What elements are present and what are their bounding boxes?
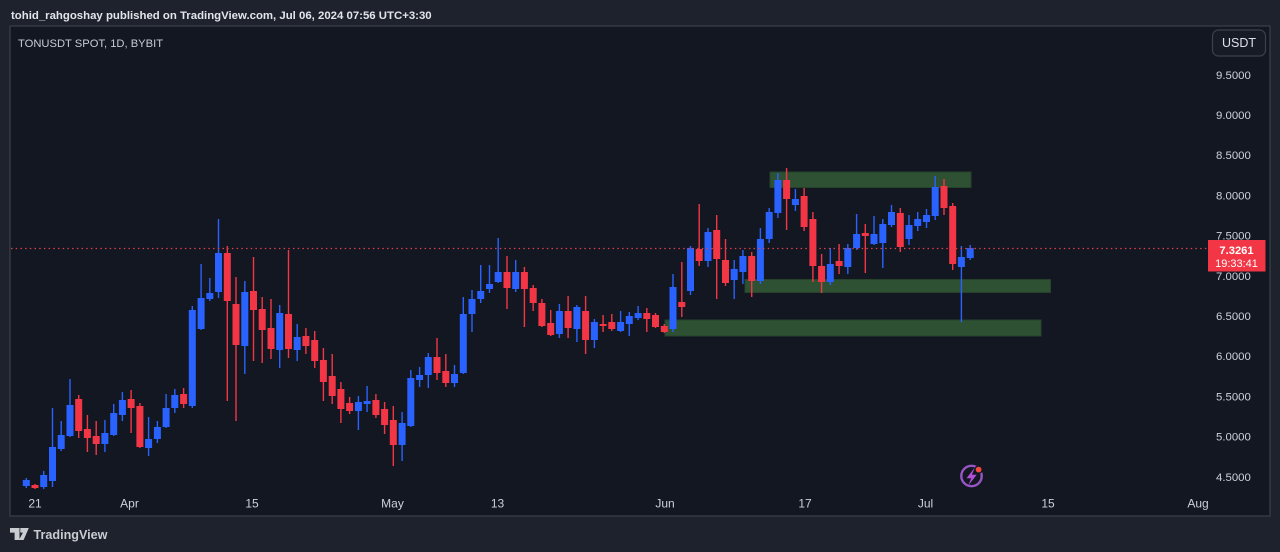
svg-text:7.5000: 7.5000 — [1216, 231, 1251, 243]
svg-text:TradingView: TradingView — [34, 528, 108, 542]
svg-text:Aug: Aug — [1187, 497, 1208, 511]
svg-text:6.5000: 6.5000 — [1216, 311, 1251, 323]
svg-text:9.0000: 9.0000 — [1216, 110, 1251, 122]
svg-text:19:33:41: 19:33:41 — [1215, 258, 1258, 270]
svg-text:Apr: Apr — [120, 497, 139, 511]
svg-text:7.0000: 7.0000 — [1216, 271, 1251, 283]
svg-text:TONUSDT SPOT, 1D, BYBIT: TONUSDT SPOT, 1D, BYBIT — [18, 38, 163, 50]
svg-text:9.5000: 9.5000 — [1216, 70, 1251, 82]
svg-text:8.0000: 8.0000 — [1216, 190, 1251, 202]
svg-text:21: 21 — [28, 497, 42, 511]
svg-text:USDT: USDT — [1222, 36, 1256, 50]
svg-text:8.5000: 8.5000 — [1216, 150, 1251, 162]
svg-text:13: 13 — [491, 497, 505, 511]
svg-text:6.0000: 6.0000 — [1216, 351, 1251, 363]
svg-text:4.5000: 4.5000 — [1216, 472, 1251, 484]
svg-text:tohid_rahgoshay published on T: tohid_rahgoshay published on TradingView… — [11, 10, 432, 22]
svg-text:Jun: Jun — [655, 497, 674, 511]
svg-text:17: 17 — [798, 497, 812, 511]
svg-text:15: 15 — [245, 497, 259, 511]
svg-text:5.0000: 5.0000 — [1216, 432, 1251, 444]
svg-text:7.3261: 7.3261 — [1219, 245, 1253, 257]
svg-text:May: May — [381, 497, 404, 511]
svg-text:15: 15 — [1041, 497, 1055, 511]
svg-text:Jul: Jul — [918, 497, 933, 511]
svg-text:5.5000: 5.5000 — [1216, 391, 1251, 403]
